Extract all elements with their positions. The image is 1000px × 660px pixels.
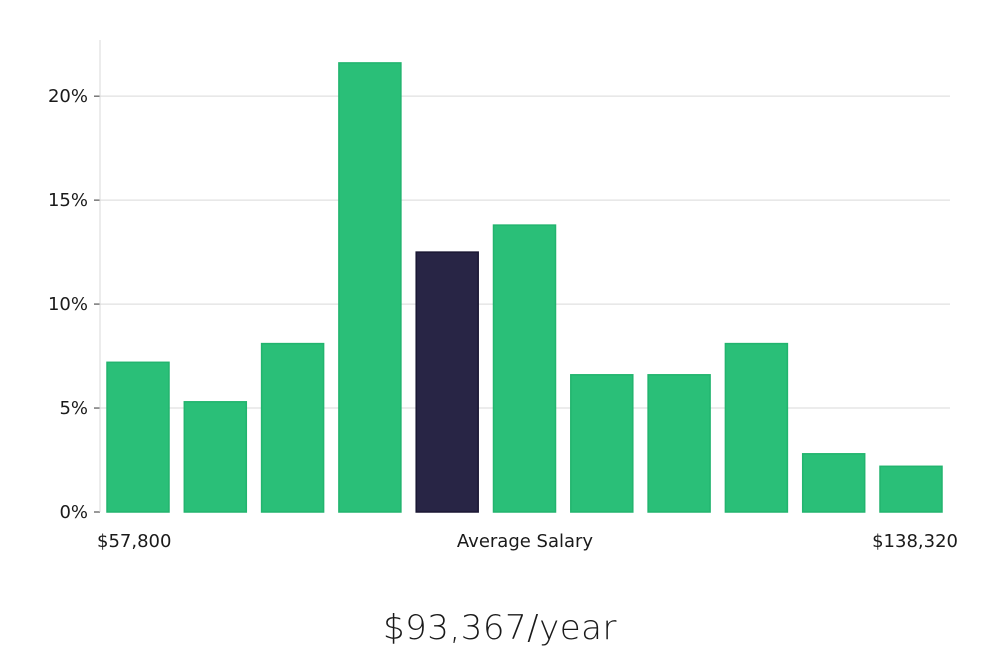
bar: [879, 465, 943, 513]
bar: [338, 62, 402, 513]
bar: [492, 224, 557, 513]
y-axis-ticks: 0% 5% 10% 15% 20%: [48, 86, 100, 523]
bar: [647, 374, 711, 513]
average-salary-value: $93,367/year: [383, 608, 617, 648]
bar: [183, 401, 248, 513]
bar: [260, 342, 325, 513]
bars: [106, 62, 943, 513]
bar-average-salary: [415, 251, 479, 513]
y-tick-label: 10%: [48, 294, 88, 315]
y-tick-label: 5%: [59, 398, 88, 419]
y-tick-label: 20%: [48, 86, 88, 107]
bar: [570, 374, 634, 513]
salary-histogram-chart: 0% 5% 10% 15% 20% $57,800 Average Salary $13…: [48, 40, 958, 552]
bar: [724, 342, 789, 513]
bar: [801, 453, 866, 513]
y-tick-label: 15%: [48, 190, 88, 211]
y-tick-label: 0%: [59, 502, 88, 523]
x-label-max-salary: $138,320: [872, 531, 958, 552]
bar: [106, 361, 170, 513]
x-label-min-salary: $57,800: [97, 531, 171, 552]
x-label-average-salary: Average Salary: [457, 531, 594, 552]
